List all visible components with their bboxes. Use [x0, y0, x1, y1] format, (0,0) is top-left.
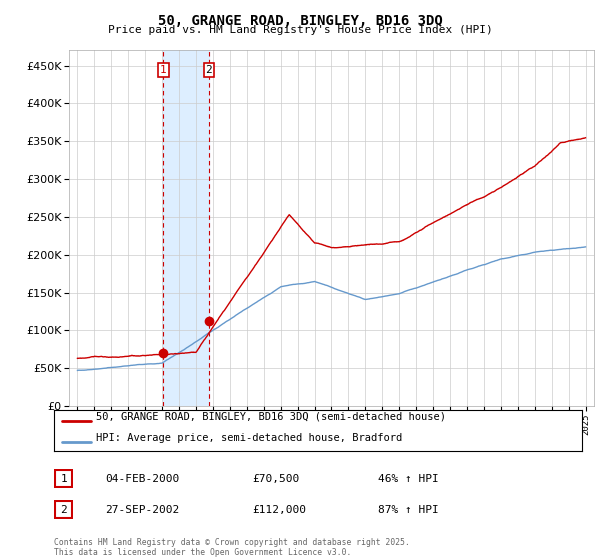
Text: 04-FEB-2000: 04-FEB-2000: [105, 474, 179, 484]
Text: 87% ↑ HPI: 87% ↑ HPI: [378, 505, 439, 515]
Text: Price paid vs. HM Land Registry's House Price Index (HPI): Price paid vs. HM Land Registry's House …: [107, 25, 493, 35]
Text: HPI: Average price, semi-detached house, Bradford: HPI: Average price, semi-detached house,…: [96, 433, 403, 443]
Text: 2: 2: [60, 505, 67, 515]
Bar: [163, 50, 209, 406]
Text: 1: 1: [160, 65, 167, 75]
Text: £112,000: £112,000: [252, 505, 306, 515]
Text: Contains HM Land Registry data © Crown copyright and database right 2025.
This d: Contains HM Land Registry data © Crown c…: [54, 538, 410, 557]
FancyBboxPatch shape: [55, 470, 72, 487]
Text: £70,500: £70,500: [252, 474, 299, 484]
Text: 27-SEP-2002: 27-SEP-2002: [105, 505, 179, 515]
Text: 50, GRANGE ROAD, BINGLEY, BD16 3DQ: 50, GRANGE ROAD, BINGLEY, BD16 3DQ: [158, 14, 442, 28]
Text: 1: 1: [60, 474, 67, 484]
FancyBboxPatch shape: [55, 501, 72, 518]
Text: 46% ↑ HPI: 46% ↑ HPI: [378, 474, 439, 484]
Text: 2: 2: [205, 65, 212, 75]
Text: 50, GRANGE ROAD, BINGLEY, BD16 3DQ (semi-detached house): 50, GRANGE ROAD, BINGLEY, BD16 3DQ (semi…: [96, 412, 446, 422]
